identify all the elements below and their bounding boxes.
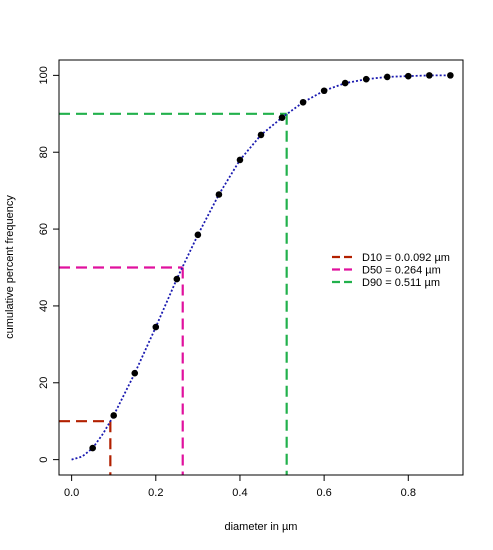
y-tick-label: 40 [38, 300, 50, 312]
data-point [152, 323, 160, 331]
data-point [320, 87, 328, 95]
y-tick-label: 20 [38, 377, 50, 389]
data-point [404, 72, 412, 80]
x-axis: 0.0 0.2 0.4 0.6 0.8 [64, 475, 416, 499]
data-point [110, 412, 118, 419]
x-tick-label: 0.4 [232, 487, 247, 499]
data-point [299, 98, 307, 106]
data-point [89, 444, 96, 452]
y-axis: 0 20 40 60 80 100 [38, 66, 59, 463]
reference-lines [59, 112, 288, 475]
data-point [383, 73, 391, 81]
x-tick-label: 0.8 [401, 487, 416, 499]
data-point [362, 75, 370, 83]
legend-label: D90 = 0.511 µm [362, 277, 440, 289]
data-point [131, 369, 139, 377]
data-point [194, 231, 202, 239]
data-point [341, 79, 349, 87]
y-tick-label: 60 [38, 223, 50, 235]
data-points [89, 72, 454, 452]
data-point [447, 72, 454, 79]
y-tick-label: 80 [38, 146, 50, 158]
data-point [236, 156, 244, 164]
plot-frame [58, 59, 464, 476]
y-axis-title: cumulative percent frequency [4, 195, 16, 339]
x-axis-title: diameter in µm [225, 521, 298, 533]
x-tick-label: 0.0 [64, 487, 79, 499]
y-tick-label: 0 [38, 457, 50, 463]
y-tick-label: 100 [38, 66, 50, 84]
legend-label: D10 = 0.0.092 µm [362, 252, 450, 264]
data-point [173, 275, 181, 283]
data-point [426, 72, 433, 79]
legend-label: D50 = 0.264 µm [362, 265, 441, 277]
data-point [215, 191, 223, 198]
x-tick-label: 0.6 [316, 487, 331, 499]
x-tick-label: 0.2 [148, 487, 163, 499]
data-point [278, 114, 286, 121]
data-point [257, 131, 265, 139]
